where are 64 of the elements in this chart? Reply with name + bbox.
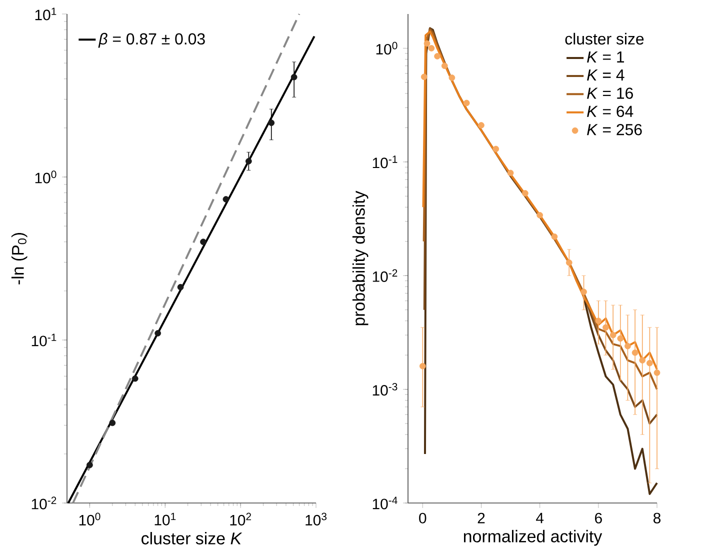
legend-label: K = 4 xyxy=(587,70,624,80)
point xyxy=(632,349,638,356)
point xyxy=(617,335,624,342)
point xyxy=(478,122,484,128)
point xyxy=(419,362,426,370)
y-tick-label: 10$^{0}$ xyxy=(35,170,56,184)
point xyxy=(268,120,275,126)
point xyxy=(86,462,93,468)
point xyxy=(507,170,514,176)
x-axis-title: normalized activity xyxy=(464,530,602,546)
point xyxy=(420,74,428,80)
point xyxy=(109,420,116,426)
point xyxy=(154,330,162,336)
y-axis-title: probability density xyxy=(352,190,368,326)
y-tick-label: 10$^{-2}$ xyxy=(32,496,56,510)
point xyxy=(177,284,184,290)
y-tick-label: 10$^{-2}$ xyxy=(372,269,398,282)
y-tick-label: 10$^{-1}$ xyxy=(32,334,56,346)
y-tick-label: 10$^{-1}$ xyxy=(372,156,398,168)
point xyxy=(551,233,558,240)
point xyxy=(610,332,616,338)
point xyxy=(595,318,602,324)
y-tick-label: 10$^{-4}$ xyxy=(372,496,398,510)
point xyxy=(536,212,544,218)
point xyxy=(654,370,660,376)
point xyxy=(580,288,587,296)
x-tick-label: 10$^{3}$ xyxy=(306,512,327,526)
point xyxy=(434,53,440,60)
x-tick-label: 10$^{2}$ xyxy=(230,512,252,526)
point xyxy=(602,324,609,331)
point xyxy=(646,360,653,366)
point xyxy=(639,357,646,364)
point xyxy=(428,45,435,52)
point xyxy=(132,375,138,382)
x-tick-label: 4 xyxy=(536,512,544,524)
x-tick-label: 6 xyxy=(595,512,602,524)
legend-label: K = 64 xyxy=(587,106,634,118)
point xyxy=(624,342,631,350)
point xyxy=(522,190,528,196)
point xyxy=(566,259,572,266)
legend-label: K = 256 xyxy=(587,124,642,136)
legend-label: K = 1 xyxy=(587,51,624,62)
x-tick-label: 0 xyxy=(419,512,426,524)
point xyxy=(492,146,500,152)
y-tick-label: 10$^{0}$ xyxy=(376,42,398,55)
legend-label: K = 16 xyxy=(587,88,633,99)
point xyxy=(463,100,470,106)
x-tick-label: 10$^{0}$ xyxy=(79,512,100,526)
point xyxy=(424,40,430,47)
x-axis-title: cluster size K xyxy=(142,532,242,544)
y-axis-title: -ln (P$_{0}$) xyxy=(11,232,28,284)
point xyxy=(290,74,298,80)
x-tick-label: 10$^{1}$ xyxy=(154,512,176,526)
point xyxy=(245,158,252,164)
y-tick-label: 10$^{-3}$ xyxy=(372,382,398,396)
x-tick-label: 8 xyxy=(654,512,661,524)
y-tick-label: 10$^{1}$ xyxy=(35,8,56,20)
legend-title: cluster size xyxy=(565,32,644,45)
point xyxy=(222,196,230,202)
point xyxy=(200,238,206,246)
point xyxy=(441,62,448,70)
legend-label: β = 0.87 ± 0.03 xyxy=(98,32,205,48)
x-tick-label: 2 xyxy=(478,512,485,524)
point xyxy=(448,74,456,81)
